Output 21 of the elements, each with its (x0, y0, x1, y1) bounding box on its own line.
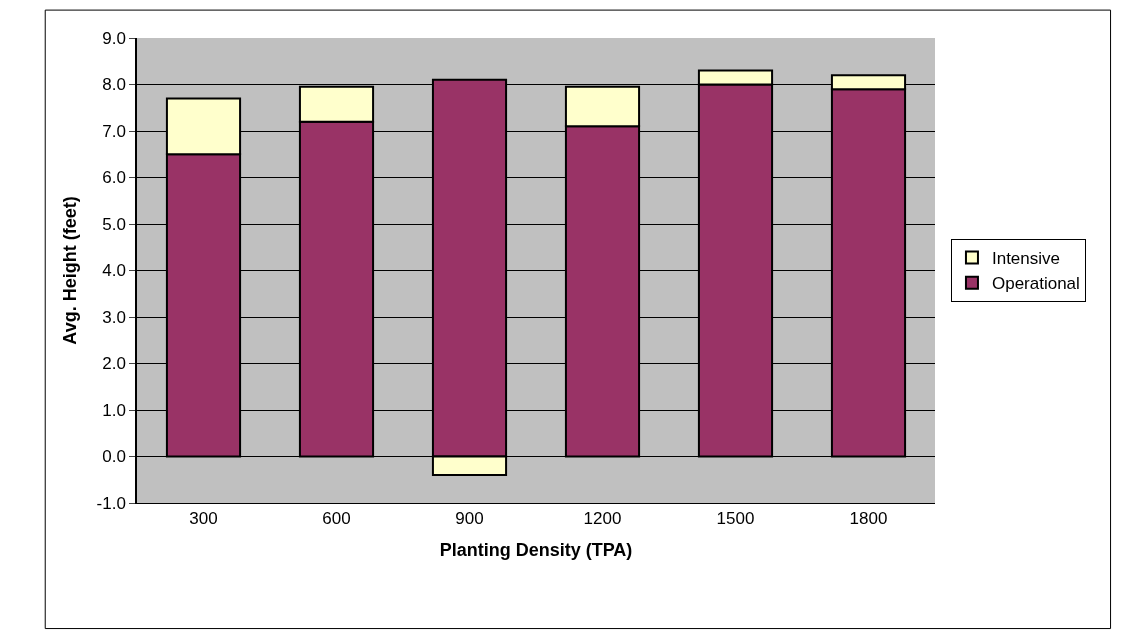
y-axis-title: Avg. Height (feet) (60, 196, 81, 345)
y-tick-label: 6.0 (102, 168, 126, 188)
x-tick-label: 1200 (583, 509, 622, 529)
y-tick-label: 4.0 (102, 261, 126, 281)
y-tick-label: -1.0 (96, 493, 126, 513)
legend-label: Intensive (991, 249, 1061, 269)
y-tick-label: 2.0 (102, 354, 126, 374)
y-tick-label: 3.0 (102, 307, 126, 327)
y-tick-label: 7.0 (102, 121, 126, 141)
x-tick-label: 900 (455, 509, 484, 529)
y-tick-label: 1.0 (102, 400, 126, 420)
legend-label: Operational (991, 274, 1080, 294)
y-tick-label: 8.0 (102, 75, 126, 95)
y-tick-label: 0.0 (102, 447, 126, 467)
x-tick-label: 300 (189, 509, 218, 529)
y-tick-label: 9.0 (102, 28, 126, 48)
y-tick-label: 5.0 (102, 214, 126, 234)
x-axis-title: Planting Density (TPA) (439, 539, 633, 560)
x-tick-label: 600 (322, 509, 351, 529)
x-tick-label: 1800 (849, 509, 888, 529)
x-tick-label: 1500 (716, 509, 755, 529)
